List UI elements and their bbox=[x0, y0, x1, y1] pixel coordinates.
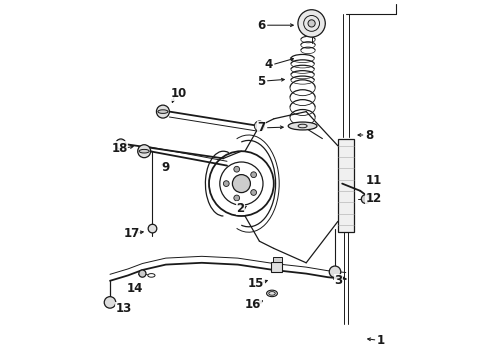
Circle shape bbox=[116, 139, 126, 149]
Text: 11: 11 bbox=[366, 174, 382, 186]
Text: 10: 10 bbox=[171, 87, 187, 100]
Text: 14: 14 bbox=[126, 282, 143, 295]
Ellipse shape bbox=[158, 110, 168, 113]
Circle shape bbox=[156, 105, 170, 118]
Bar bbox=[271, 262, 282, 272]
Text: 6: 6 bbox=[257, 19, 265, 32]
Circle shape bbox=[148, 224, 157, 233]
Circle shape bbox=[104, 297, 116, 308]
Circle shape bbox=[232, 175, 250, 193]
Text: 3: 3 bbox=[335, 274, 343, 287]
Circle shape bbox=[298, 10, 325, 37]
Text: 15: 15 bbox=[247, 277, 264, 290]
Bar bbox=[338, 139, 354, 232]
Circle shape bbox=[308, 20, 315, 27]
Text: 7: 7 bbox=[257, 121, 265, 134]
Text: 5: 5 bbox=[257, 75, 265, 87]
Text: 16: 16 bbox=[245, 298, 262, 311]
Ellipse shape bbox=[139, 149, 149, 153]
Circle shape bbox=[223, 181, 229, 186]
Ellipse shape bbox=[267, 290, 277, 297]
Circle shape bbox=[138, 145, 151, 158]
Text: 12: 12 bbox=[366, 192, 382, 205]
Text: 17: 17 bbox=[123, 227, 140, 240]
Ellipse shape bbox=[288, 122, 317, 130]
Circle shape bbox=[251, 172, 256, 177]
Text: 9: 9 bbox=[162, 161, 170, 174]
Circle shape bbox=[254, 121, 265, 131]
Circle shape bbox=[251, 190, 256, 195]
Text: 13: 13 bbox=[115, 302, 131, 315]
Circle shape bbox=[234, 195, 240, 201]
Text: 8: 8 bbox=[365, 129, 373, 141]
Text: 1: 1 bbox=[377, 334, 385, 347]
Bar bbox=[273, 257, 282, 262]
Text: 2: 2 bbox=[237, 202, 245, 215]
Text: 4: 4 bbox=[264, 58, 272, 71]
Circle shape bbox=[361, 195, 370, 203]
Circle shape bbox=[234, 166, 240, 172]
Circle shape bbox=[329, 266, 341, 278]
Circle shape bbox=[139, 270, 146, 277]
Text: 18: 18 bbox=[112, 142, 128, 155]
